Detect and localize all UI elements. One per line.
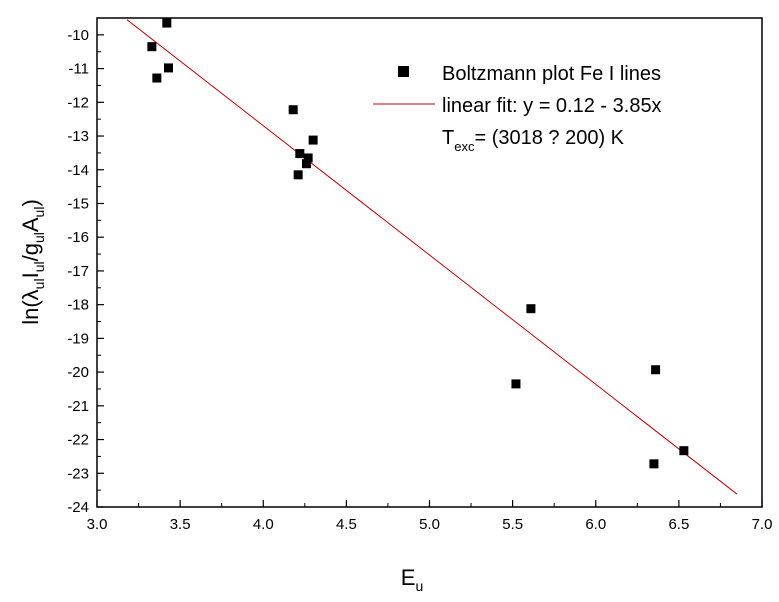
y-axis-title-part-1: ln(λ [18, 289, 43, 324]
data-point [511, 379, 521, 389]
legend-label-fit: linear fit: y = 0.12 - 3.85x [442, 95, 662, 117]
y-tick-label: -15 [67, 195, 89, 212]
data-points-layer [147, 18, 689, 469]
x-axis-ticks: 3.0 3.5 4.0 4.5 5.0 5.5 6.0 6.5 7.0 [87, 500, 773, 533]
x-tick-label: 4.0 [253, 516, 274, 533]
x-tick-label: 3.0 [87, 516, 108, 533]
annotation-prefix: T [442, 127, 454, 149]
data-point [651, 365, 661, 375]
y-tick-label: -19 [67, 330, 89, 347]
y-tick-label: -20 [67, 364, 89, 381]
y-axis-title-part-3: /g [18, 243, 43, 261]
data-point [162, 18, 172, 28]
data-point [526, 304, 536, 314]
y-tick-label: -24 [67, 499, 89, 516]
y-axis-ticks: -10 -11 -12 -13 -14 -15 -16 -17 -18 -19 -20 -21 -22 -… [67, 17, 104, 516]
data-point [152, 73, 162, 83]
x-tick-label: 6.0 [585, 516, 606, 533]
y-axis-title: ln(λulIul/gulAul) [18, 199, 47, 325]
y-axis-title-sub-2: ul [31, 261, 47, 272]
legend-annotation-temperature: Texc= (3018 ? 200) K [442, 127, 625, 154]
x-tick-label: 7.0 [752, 516, 773, 533]
y-tick-label: -16 [67, 229, 89, 246]
x-axis-title-main: E [401, 565, 416, 590]
legend-marker-square [398, 66, 409, 77]
y-axis-title-part-2: I [18, 272, 43, 278]
y-tick-label: -12 [67, 94, 89, 111]
x-tick-label: 4.5 [336, 516, 357, 533]
annotation-subscript: exc [454, 139, 475, 154]
data-point [147, 42, 157, 52]
y-tick-label: -21 [67, 398, 89, 415]
y-axis-title-sub-1: ul [31, 278, 47, 289]
y-axis-title-part-5: ) [18, 199, 43, 206]
y-tick-label: -10 [67, 27, 89, 44]
linear-fit-line [126, 19, 738, 495]
y-tick-label: -22 [67, 432, 89, 449]
data-point [649, 459, 659, 469]
y-tick-label: -14 [67, 162, 89, 179]
data-point [308, 135, 318, 145]
x-tick-label: 6.5 [668, 516, 689, 533]
x-tick-label: 5.5 [502, 516, 523, 533]
y-axis-title-sub-3: ul [31, 232, 47, 243]
data-point [679, 446, 689, 456]
data-point [303, 153, 313, 163]
data-point [295, 149, 305, 159]
data-point [288, 105, 298, 115]
y-axis-title-sub-4: ul [31, 207, 47, 218]
x-tick-label: 5.0 [419, 516, 440, 533]
y-tick-label: -17 [67, 263, 89, 280]
x-axis-title: Eu [401, 565, 423, 594]
y-tick-label: -13 [67, 128, 89, 145]
x-tick-label: 3.5 [170, 516, 191, 533]
x-axis-title-subscript: u [415, 578, 423, 594]
y-tick-label: -23 [67, 465, 89, 482]
y-tick-label: -18 [67, 297, 89, 314]
data-point [301, 159, 311, 169]
y-axis-title-part-4: A [18, 217, 43, 232]
fit-line-layer [126, 19, 738, 495]
legend: Boltzmann plot Fe I lines linear fit: y … [373, 63, 662, 154]
data-point [293, 170, 303, 180]
data-point [163, 63, 173, 73]
legend-label-points: Boltzmann plot Fe I lines [442, 63, 661, 85]
y-tick-label: -11 [68, 61, 89, 78]
annotation-rest: = (3018 ? 200) K [474, 127, 624, 149]
